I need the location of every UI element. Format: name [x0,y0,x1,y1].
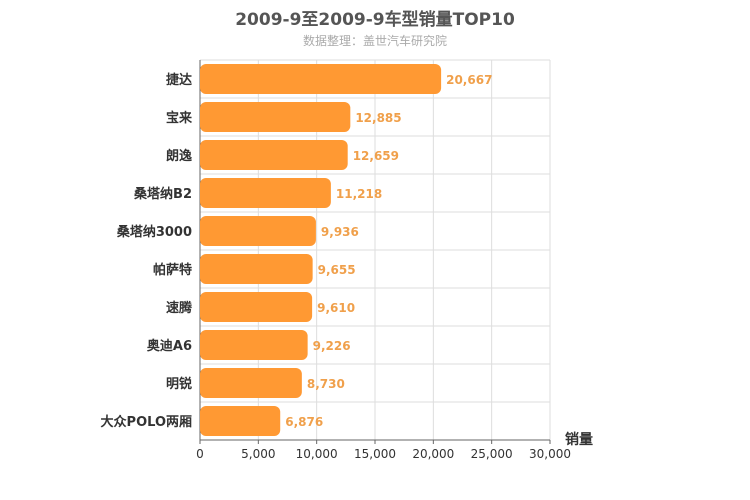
data-label: 6,876 [285,415,323,429]
category-label: 帕萨特 [153,262,192,278]
bar[interactable] [200,64,442,94]
category-label: 奥迪A6 [147,338,192,354]
x-tick-label: 0 [196,447,204,461]
data-label: 12,885 [355,111,401,125]
x-tick-label: 10,000 [296,447,338,461]
x-axis-title: 销量 [565,431,593,448]
chart-subtitle: 数据整理：盖世汽车研究院 [302,34,447,48]
bar[interactable] [200,368,302,398]
x-tick-label: 20,000 [412,447,454,461]
data-label: 12,659 [353,149,399,163]
bar[interactable] [200,406,281,436]
x-tick-label: 5,000 [241,447,275,461]
category-label: 宝来 [166,110,193,126]
data-label: 9,610 [317,301,355,315]
category-label: 朗逸 [166,148,192,164]
bar[interactable] [200,292,313,322]
category-label: 大众POLO两厢 [101,414,192,430]
data-label: 9,655 [318,263,356,277]
bar[interactable] [200,178,331,208]
category-label: 明锐 [166,376,192,392]
bar[interactable] [200,254,313,284]
x-tick-label: 25,000 [471,447,513,461]
chart-title: 2009-9至2009-9车型销量TOP10 [235,10,515,30]
bar[interactable] [200,102,351,132]
bar[interactable] [200,216,316,246]
category-label: 捷达 [166,72,192,88]
data-label: 11,218 [336,187,382,201]
x-tick-label: 15,000 [354,447,396,461]
category-label: 桑塔纳B2 [133,186,192,202]
x-tick-label: 30,000 [529,447,571,461]
category-label: 桑塔纳3000 [116,224,192,240]
bar[interactable] [200,140,348,170]
data-label: 9,936 [321,225,359,239]
category-label: 速腾 [166,300,193,316]
data-label: 9,226 [313,339,351,353]
data-label: 20,667 [446,73,492,87]
bar[interactable] [200,330,308,360]
data-label: 8,730 [307,377,345,391]
